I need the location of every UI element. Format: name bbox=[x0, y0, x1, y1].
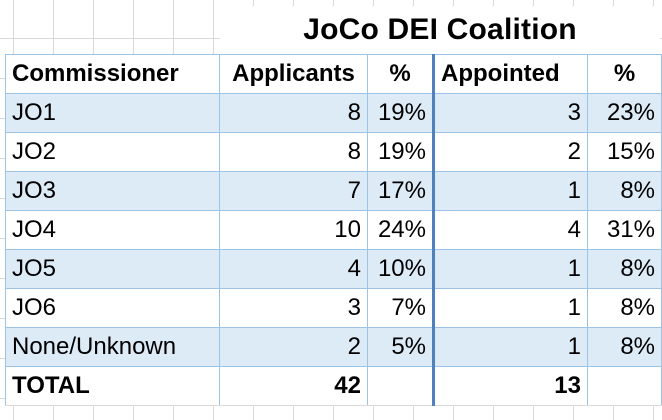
table-row: JO4 10 24% 4 31% bbox=[5, 210, 662, 250]
cell-applicants-pct[interactable]: 5% bbox=[367, 327, 435, 367]
cell-appointed-pct[interactable]: 23% bbox=[587, 93, 662, 133]
table-row: JO5 4 10% 1 8% bbox=[5, 249, 662, 289]
header-appointed-pct[interactable]: % bbox=[587, 54, 662, 94]
header-applicants[interactable]: Applicants bbox=[219, 54, 368, 94]
cell-applicants[interactable]: 8 bbox=[219, 93, 368, 133]
cell-name[interactable]: JO2 bbox=[5, 132, 220, 172]
cell-total-label[interactable]: TOTAL bbox=[5, 366, 220, 406]
cell-appointed[interactable]: 1 bbox=[433, 327, 588, 367]
cell-total-applicants-pct[interactable] bbox=[367, 366, 435, 406]
cell-applicants-pct[interactable]: 24% bbox=[367, 210, 435, 250]
cell-applicants[interactable]: 7 bbox=[219, 171, 368, 211]
cell-appointed[interactable]: 1 bbox=[433, 171, 588, 211]
cell-total-appointed-pct[interactable] bbox=[587, 366, 662, 406]
cell-appointed[interactable]: 1 bbox=[433, 288, 588, 328]
table-title[interactable]: JoCo DEI Coalition bbox=[220, 6, 660, 54]
cell-name[interactable]: JO3 bbox=[5, 171, 220, 211]
cell-applicants[interactable]: 2 bbox=[219, 327, 368, 367]
cell-appointed-pct[interactable]: 8% bbox=[587, 288, 662, 328]
cell-appointed-pct[interactable]: 8% bbox=[587, 249, 662, 289]
header-applicants-pct[interactable]: % bbox=[367, 54, 435, 94]
table-row: None/Unknown 2 5% 1 8% bbox=[5, 327, 662, 367]
table-row: JO3 7 17% 1 8% bbox=[5, 171, 662, 211]
cell-applicants-pct[interactable]: 17% bbox=[367, 171, 435, 211]
header-commissioner[interactable]: Commissioner bbox=[5, 54, 220, 94]
cell-appointed-pct[interactable]: 8% bbox=[587, 327, 662, 367]
cell-applicants[interactable]: 4 bbox=[219, 249, 368, 289]
cell-appointed-pct[interactable]: 8% bbox=[587, 171, 662, 211]
cell-applicants[interactable]: 3 bbox=[219, 288, 368, 328]
cell-name[interactable]: JO4 bbox=[5, 210, 220, 250]
table-row: JO1 8 19% 3 23% bbox=[5, 93, 662, 133]
cell-name[interactable]: JO5 bbox=[5, 249, 220, 289]
table-row: JO2 8 19% 2 15% bbox=[5, 132, 662, 172]
cell-appointed[interactable]: 2 bbox=[433, 132, 588, 172]
cell-applicants-pct[interactable]: 10% bbox=[367, 249, 435, 289]
cell-name[interactable]: None/Unknown bbox=[5, 327, 220, 367]
cell-applicants[interactable]: 8 bbox=[219, 132, 368, 172]
total-row: TOTAL 42 13 bbox=[5, 366, 662, 406]
cell-appointed[interactable]: 3 bbox=[433, 93, 588, 133]
cell-applicants-pct[interactable]: 19% bbox=[367, 132, 435, 172]
header-appointed[interactable]: Appointed bbox=[433, 54, 588, 94]
cell-total-applicants[interactable]: 42 bbox=[219, 366, 368, 406]
cell-appointed[interactable]: 1 bbox=[433, 249, 588, 289]
header-row: Commissioner Applicants % Appointed % bbox=[5, 54, 662, 94]
cell-name[interactable]: JO1 bbox=[5, 93, 220, 133]
cell-total-appointed[interactable]: 13 bbox=[433, 366, 588, 406]
data-table: Commissioner Applicants % Appointed % JO… bbox=[5, 54, 662, 406]
cell-appointed-pct[interactable]: 15% bbox=[587, 132, 662, 172]
table-row: JO6 3 7% 1 8% bbox=[5, 288, 662, 328]
cell-appointed-pct[interactable]: 31% bbox=[587, 210, 662, 250]
cell-applicants-pct[interactable]: 7% bbox=[367, 288, 435, 328]
cell-name[interactable]: JO6 bbox=[5, 288, 220, 328]
cell-applicants-pct[interactable]: 19% bbox=[367, 93, 435, 133]
cell-applicants[interactable]: 10 bbox=[219, 210, 368, 250]
cell-appointed[interactable]: 4 bbox=[433, 210, 588, 250]
